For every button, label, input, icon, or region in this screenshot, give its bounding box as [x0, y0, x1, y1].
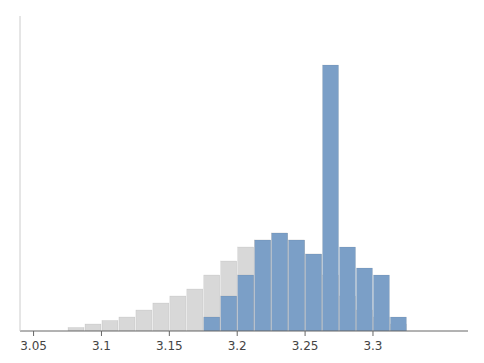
x-tick-label: 3.05 — [20, 339, 47, 353]
x-tick-label: 3.25 — [292, 339, 319, 353]
x-tick — [372, 331, 373, 336]
bar — [136, 310, 152, 331]
bar — [357, 268, 373, 331]
bar — [306, 254, 322, 331]
series — [204, 65, 407, 331]
bar — [170, 296, 186, 331]
x-tick — [237, 331, 238, 336]
bar — [68, 328, 84, 332]
bar — [221, 296, 237, 331]
bar — [373, 275, 389, 331]
x-tick — [169, 331, 170, 336]
bar — [306, 254, 322, 331]
bar — [238, 247, 254, 331]
x-tick-label: 3.1 — [92, 339, 111, 353]
x-tick-label: 3.3 — [363, 339, 382, 353]
x-tick-label: 3.15 — [156, 339, 183, 353]
bar — [340, 247, 356, 331]
bar — [85, 324, 101, 331]
bar — [119, 317, 135, 331]
bar — [153, 303, 169, 331]
bar — [255, 240, 271, 331]
bar — [272, 233, 288, 331]
bar — [272, 233, 288, 331]
bar — [221, 261, 237, 331]
bar — [204, 275, 220, 331]
series — [68, 233, 406, 331]
bar — [390, 317, 406, 331]
bar — [102, 321, 118, 332]
bar — [289, 240, 305, 331]
x-tick-label: 3.2 — [228, 339, 247, 353]
bar — [289, 240, 305, 331]
x-tick — [33, 331, 34, 336]
bar — [323, 65, 339, 331]
bar — [238, 275, 254, 331]
bar — [255, 240, 271, 331]
bar — [187, 289, 203, 331]
plot-area — [68, 65, 406, 331]
chart: 3.05 3.1 3.15 3.2 3.25 3.3 — [0, 0, 484, 363]
y-axis — [20, 16, 21, 331]
bar — [204, 317, 220, 331]
x-tick — [101, 331, 102, 336]
x-tick — [305, 331, 306, 336]
x-axis — [20, 331, 468, 332]
